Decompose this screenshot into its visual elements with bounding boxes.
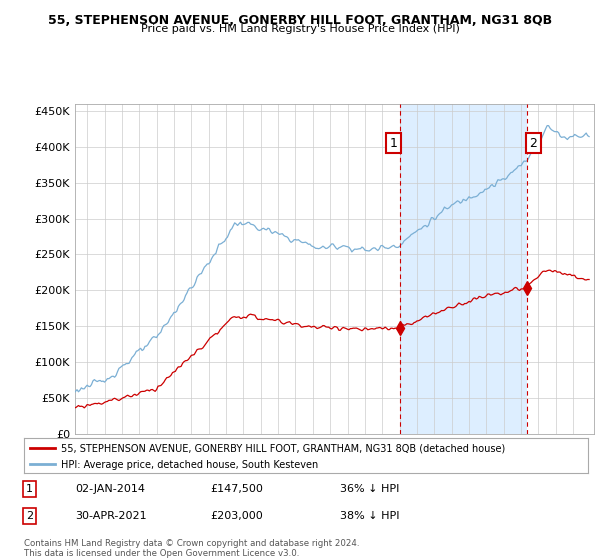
Text: Contains HM Land Registry data © Crown copyright and database right 2024.
This d: Contains HM Land Registry data © Crown c… <box>24 539 359 558</box>
Text: £147,500: £147,500 <box>210 484 263 494</box>
Text: 2: 2 <box>26 511 33 521</box>
Text: 2: 2 <box>529 137 538 150</box>
Text: 1: 1 <box>390 137 398 150</box>
Text: 55, STEPHENSON AVENUE, GONERBY HILL FOOT, GRANTHAM, NG31 8QB: 55, STEPHENSON AVENUE, GONERBY HILL FOOT… <box>48 14 552 27</box>
Text: HPI: Average price, detached house, South Kesteven: HPI: Average price, detached house, Sout… <box>61 460 318 470</box>
Text: 02-JAN-2014: 02-JAN-2014 <box>75 484 145 494</box>
Text: 30-APR-2021: 30-APR-2021 <box>75 511 146 521</box>
Text: £203,000: £203,000 <box>210 511 263 521</box>
Text: 1: 1 <box>26 484 33 494</box>
Bar <box>400 104 527 434</box>
Text: 36% ↓ HPI: 36% ↓ HPI <box>340 484 399 494</box>
Text: 55, STEPHENSON AVENUE, GONERBY HILL FOOT, GRANTHAM, NG31 8QB (detached house): 55, STEPHENSON AVENUE, GONERBY HILL FOOT… <box>61 443 505 453</box>
Text: Price paid vs. HM Land Registry's House Price Index (HPI): Price paid vs. HM Land Registry's House … <box>140 24 460 34</box>
Text: 38% ↓ HPI: 38% ↓ HPI <box>340 511 400 521</box>
